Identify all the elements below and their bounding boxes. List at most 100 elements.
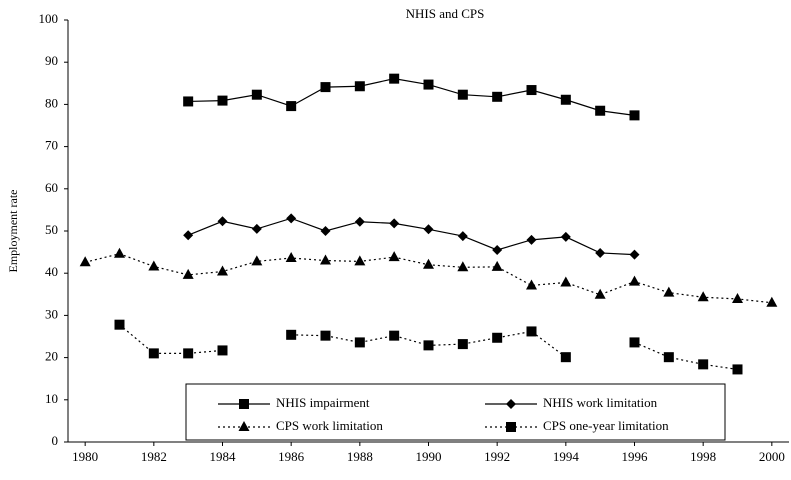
marker (354, 337, 365, 348)
marker (560, 231, 571, 242)
y-tick-label: 0 (52, 433, 59, 448)
marker (560, 276, 572, 287)
marker (286, 213, 297, 224)
marker (629, 337, 640, 348)
marker (217, 345, 228, 356)
legend (185, 383, 726, 441)
marker (629, 275, 640, 286)
x-tick-label: 1982 (141, 449, 167, 464)
marker (732, 292, 743, 303)
marker (526, 326, 537, 337)
marker (114, 247, 125, 258)
legend-marker (238, 421, 250, 431)
x-tick-label: 1994 (553, 449, 580, 464)
legend-marker (239, 399, 249, 409)
marker (423, 340, 434, 351)
marker (354, 216, 365, 227)
marker (766, 296, 778, 307)
marker (251, 89, 262, 100)
x-tick-label: 1986 (278, 449, 305, 464)
marker (251, 255, 263, 266)
marker (182, 268, 194, 279)
y-tick-label: 10 (45, 391, 58, 406)
y-tick-label: 60 (45, 180, 58, 195)
x-tick-label: 1998 (690, 449, 716, 464)
marker (389, 330, 400, 341)
chart-title: NHIS and CPS (406, 6, 485, 21)
marker (423, 258, 434, 269)
x-tick-label: 1988 (347, 449, 373, 464)
y-tick-label: 70 (45, 138, 58, 153)
marker (183, 96, 194, 107)
marker (217, 95, 228, 106)
x-tick-label: 1992 (484, 449, 510, 464)
marker (217, 265, 228, 276)
marker (423, 224, 434, 235)
marker (457, 261, 469, 272)
y-tick-label: 30 (45, 306, 58, 321)
marker (148, 260, 160, 271)
marker (354, 255, 366, 266)
marker (217, 216, 228, 227)
x-tick-label: 1980 (72, 449, 98, 464)
marker (148, 348, 159, 359)
marker (595, 247, 606, 258)
marker (320, 82, 331, 93)
marker (594, 288, 606, 299)
marker (389, 73, 400, 84)
marker (423, 79, 434, 90)
y-tick-label: 80 (45, 95, 58, 110)
legend-marker (506, 422, 516, 432)
marker (629, 110, 640, 121)
legend-label: NHIS impairment (276, 395, 370, 410)
marker (320, 226, 331, 236)
y-tick-label: 100 (39, 11, 59, 26)
marker (526, 234, 537, 245)
marker (388, 251, 400, 262)
marker (526, 279, 537, 290)
marker (320, 330, 331, 341)
y-tick-label: 40 (45, 264, 58, 279)
marker (320, 254, 331, 265)
marker (663, 286, 675, 297)
marker (698, 359, 709, 370)
marker (457, 339, 468, 350)
marker (560, 94, 571, 105)
marker (492, 332, 503, 343)
marker (457, 89, 468, 100)
legend-marker (506, 399, 516, 409)
marker (697, 291, 709, 302)
marker (251, 223, 262, 234)
marker (114, 319, 125, 330)
marker (526, 85, 537, 96)
marker (491, 260, 503, 271)
marker (492, 244, 503, 255)
marker (286, 101, 297, 112)
marker (492, 91, 503, 102)
x-tick-label: 1990 (416, 449, 442, 464)
x-tick-label: 2000 (759, 449, 785, 464)
marker (183, 348, 194, 359)
series-line (188, 78, 635, 116)
marker (79, 256, 91, 267)
y-tick-label: 20 (45, 349, 58, 364)
marker (663, 352, 674, 363)
marker (285, 252, 297, 263)
legend-label: NHIS work limitation (543, 395, 658, 410)
marker (629, 249, 640, 260)
y-axis-label: Employment rate (6, 190, 20, 273)
x-tick-label: 1984 (210, 449, 237, 464)
marker (354, 81, 365, 92)
y-tick-label: 90 (45, 53, 58, 68)
x-tick-label: 1996 (622, 449, 649, 464)
marker (389, 218, 400, 229)
legend-label: CPS work limitation (276, 418, 383, 433)
marker (457, 231, 468, 242)
marker (286, 329, 297, 340)
legend-label: CPS one-year limitation (543, 418, 669, 433)
marker (732, 364, 743, 375)
series-line (187, 217, 635, 256)
marker (560, 352, 571, 363)
marker (595, 105, 606, 116)
